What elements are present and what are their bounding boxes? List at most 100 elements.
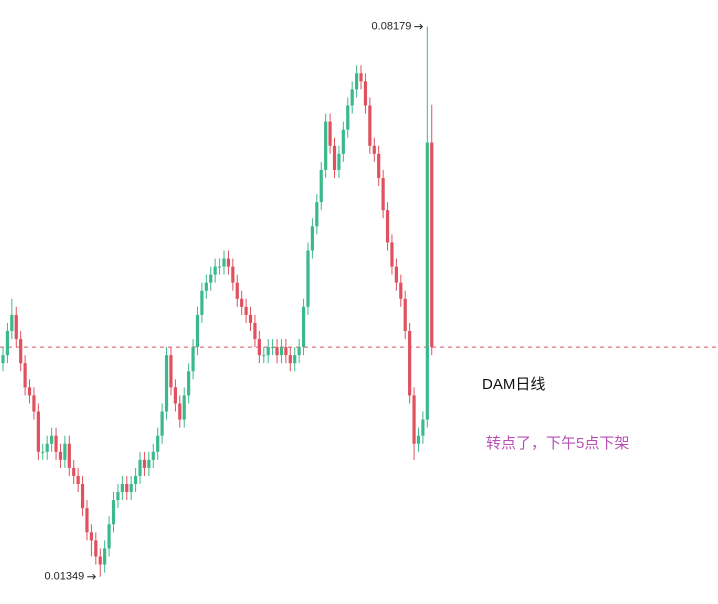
candle-body <box>173 387 177 404</box>
candle-body <box>368 105 372 146</box>
arrow <box>87 573 96 580</box>
candle-body <box>147 459 151 468</box>
candle-body <box>301 306 306 348</box>
candle-body <box>235 282 239 299</box>
candle-body <box>306 250 310 307</box>
candle-body <box>1 355 5 364</box>
candle-body <box>116 492 120 501</box>
arrow <box>414 23 424 30</box>
candle-body <box>275 347 279 356</box>
candle-body <box>89 532 93 541</box>
candle-body <box>231 266 235 283</box>
candle-body <box>346 105 350 130</box>
candle-body <box>103 548 107 565</box>
min-label: 0.01349 <box>44 571 84 583</box>
candle-body <box>279 347 284 356</box>
candle-body <box>341 129 345 154</box>
candle-body <box>293 355 297 364</box>
candle-body <box>50 435 54 444</box>
candle-body <box>213 266 217 275</box>
candle-body <box>399 282 403 299</box>
candle-body <box>204 282 208 291</box>
annotation: 转点了，下午5点下架 <box>486 435 629 452</box>
candle-body <box>359 73 363 82</box>
candle-body <box>248 314 253 323</box>
candle-body <box>41 451 45 453</box>
candle-body <box>381 177 385 211</box>
candle-body <box>244 306 248 315</box>
candle-body <box>209 274 213 283</box>
candle-body <box>98 556 102 565</box>
candle-body <box>217 266 222 268</box>
candle-body <box>19 339 23 364</box>
candle-body <box>10 314 14 331</box>
candle-body <box>187 371 191 396</box>
candle-body <box>164 355 169 412</box>
candle-body <box>337 153 341 170</box>
candle-body <box>377 153 381 178</box>
candle-body <box>160 411 164 436</box>
candle-body <box>403 298 407 331</box>
candle-body <box>63 443 67 460</box>
candle-body <box>27 387 32 396</box>
candle-body <box>425 142 429 420</box>
candle-body <box>14 314 18 340</box>
candle-body <box>191 347 195 372</box>
candle-body <box>76 475 80 485</box>
candle-body <box>271 347 275 349</box>
candle-body <box>58 451 63 460</box>
candle-body <box>134 475 138 485</box>
candle-body <box>385 210 390 243</box>
candle-body <box>72 467 76 476</box>
candle-body <box>408 330 412 396</box>
annotation: DAM日线 <box>482 376 545 393</box>
candle-body <box>372 145 376 154</box>
candle-body <box>355 73 359 90</box>
candle-body <box>284 347 288 356</box>
candle-body <box>5 330 10 356</box>
candle-body <box>253 322 257 340</box>
candle-body <box>363 81 368 106</box>
candle-body <box>111 500 116 525</box>
candle-body <box>222 258 226 267</box>
candle-body <box>328 121 332 146</box>
candle-body <box>288 355 292 364</box>
candle-body <box>36 411 40 452</box>
candle-body <box>94 540 98 557</box>
candle-body <box>350 89 354 106</box>
candle-body <box>156 435 160 452</box>
candle-body <box>80 484 85 509</box>
candle-body <box>266 347 270 356</box>
candle-body <box>182 395 186 420</box>
candle-body <box>32 395 36 412</box>
candle-body <box>120 484 124 493</box>
candle-body <box>319 169 323 203</box>
candle-body <box>125 484 129 493</box>
candle-body <box>54 435 58 452</box>
candle-body <box>332 145 337 170</box>
candle-body <box>262 355 266 357</box>
candle-body <box>257 339 261 356</box>
candle-body <box>324 121 328 170</box>
candle-body <box>226 258 231 267</box>
candle-body <box>23 363 27 388</box>
candle-body <box>151 451 155 460</box>
candle-body <box>394 266 398 283</box>
candle-body <box>310 226 314 251</box>
candle-body <box>430 142 434 348</box>
candle-body <box>390 242 394 267</box>
candle-body <box>138 459 142 476</box>
candle-body <box>421 419 425 436</box>
candle-body <box>195 314 200 348</box>
candle-body <box>142 459 147 468</box>
candle-body <box>85 508 89 533</box>
candle-body <box>416 435 421 444</box>
candle-body <box>129 484 133 493</box>
candle-body <box>67 443 71 468</box>
max-label: 0.08179 <box>372 21 412 33</box>
candle-body <box>240 298 244 307</box>
candle-body <box>315 202 319 227</box>
candle-body <box>178 403 182 420</box>
candle-body <box>169 355 173 388</box>
